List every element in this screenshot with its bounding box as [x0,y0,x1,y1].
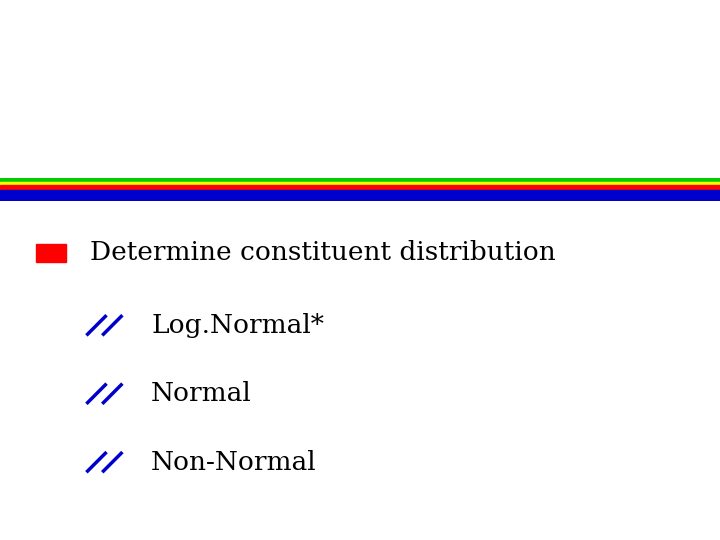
Bar [0,178,720,183]
Text: Non-Normal: Non-Normal [151,450,317,475]
Text: Determine constituent distribution: Determine constituent distribution [90,240,556,265]
Text: Exposure/Source Concentration: Exposure/Source Concentration [38,45,682,79]
Text: Normal: Normal [151,381,252,406]
Bar [0,183,720,185]
Text: 95% UCL-AM: 95% UCL-AM [227,117,493,151]
Text: 32: 32 [672,520,695,538]
Bar [36,245,66,261]
Bar [0,185,720,191]
Text: Log.Normal*: Log.Normal* [151,313,324,338]
Bar [0,191,720,201]
